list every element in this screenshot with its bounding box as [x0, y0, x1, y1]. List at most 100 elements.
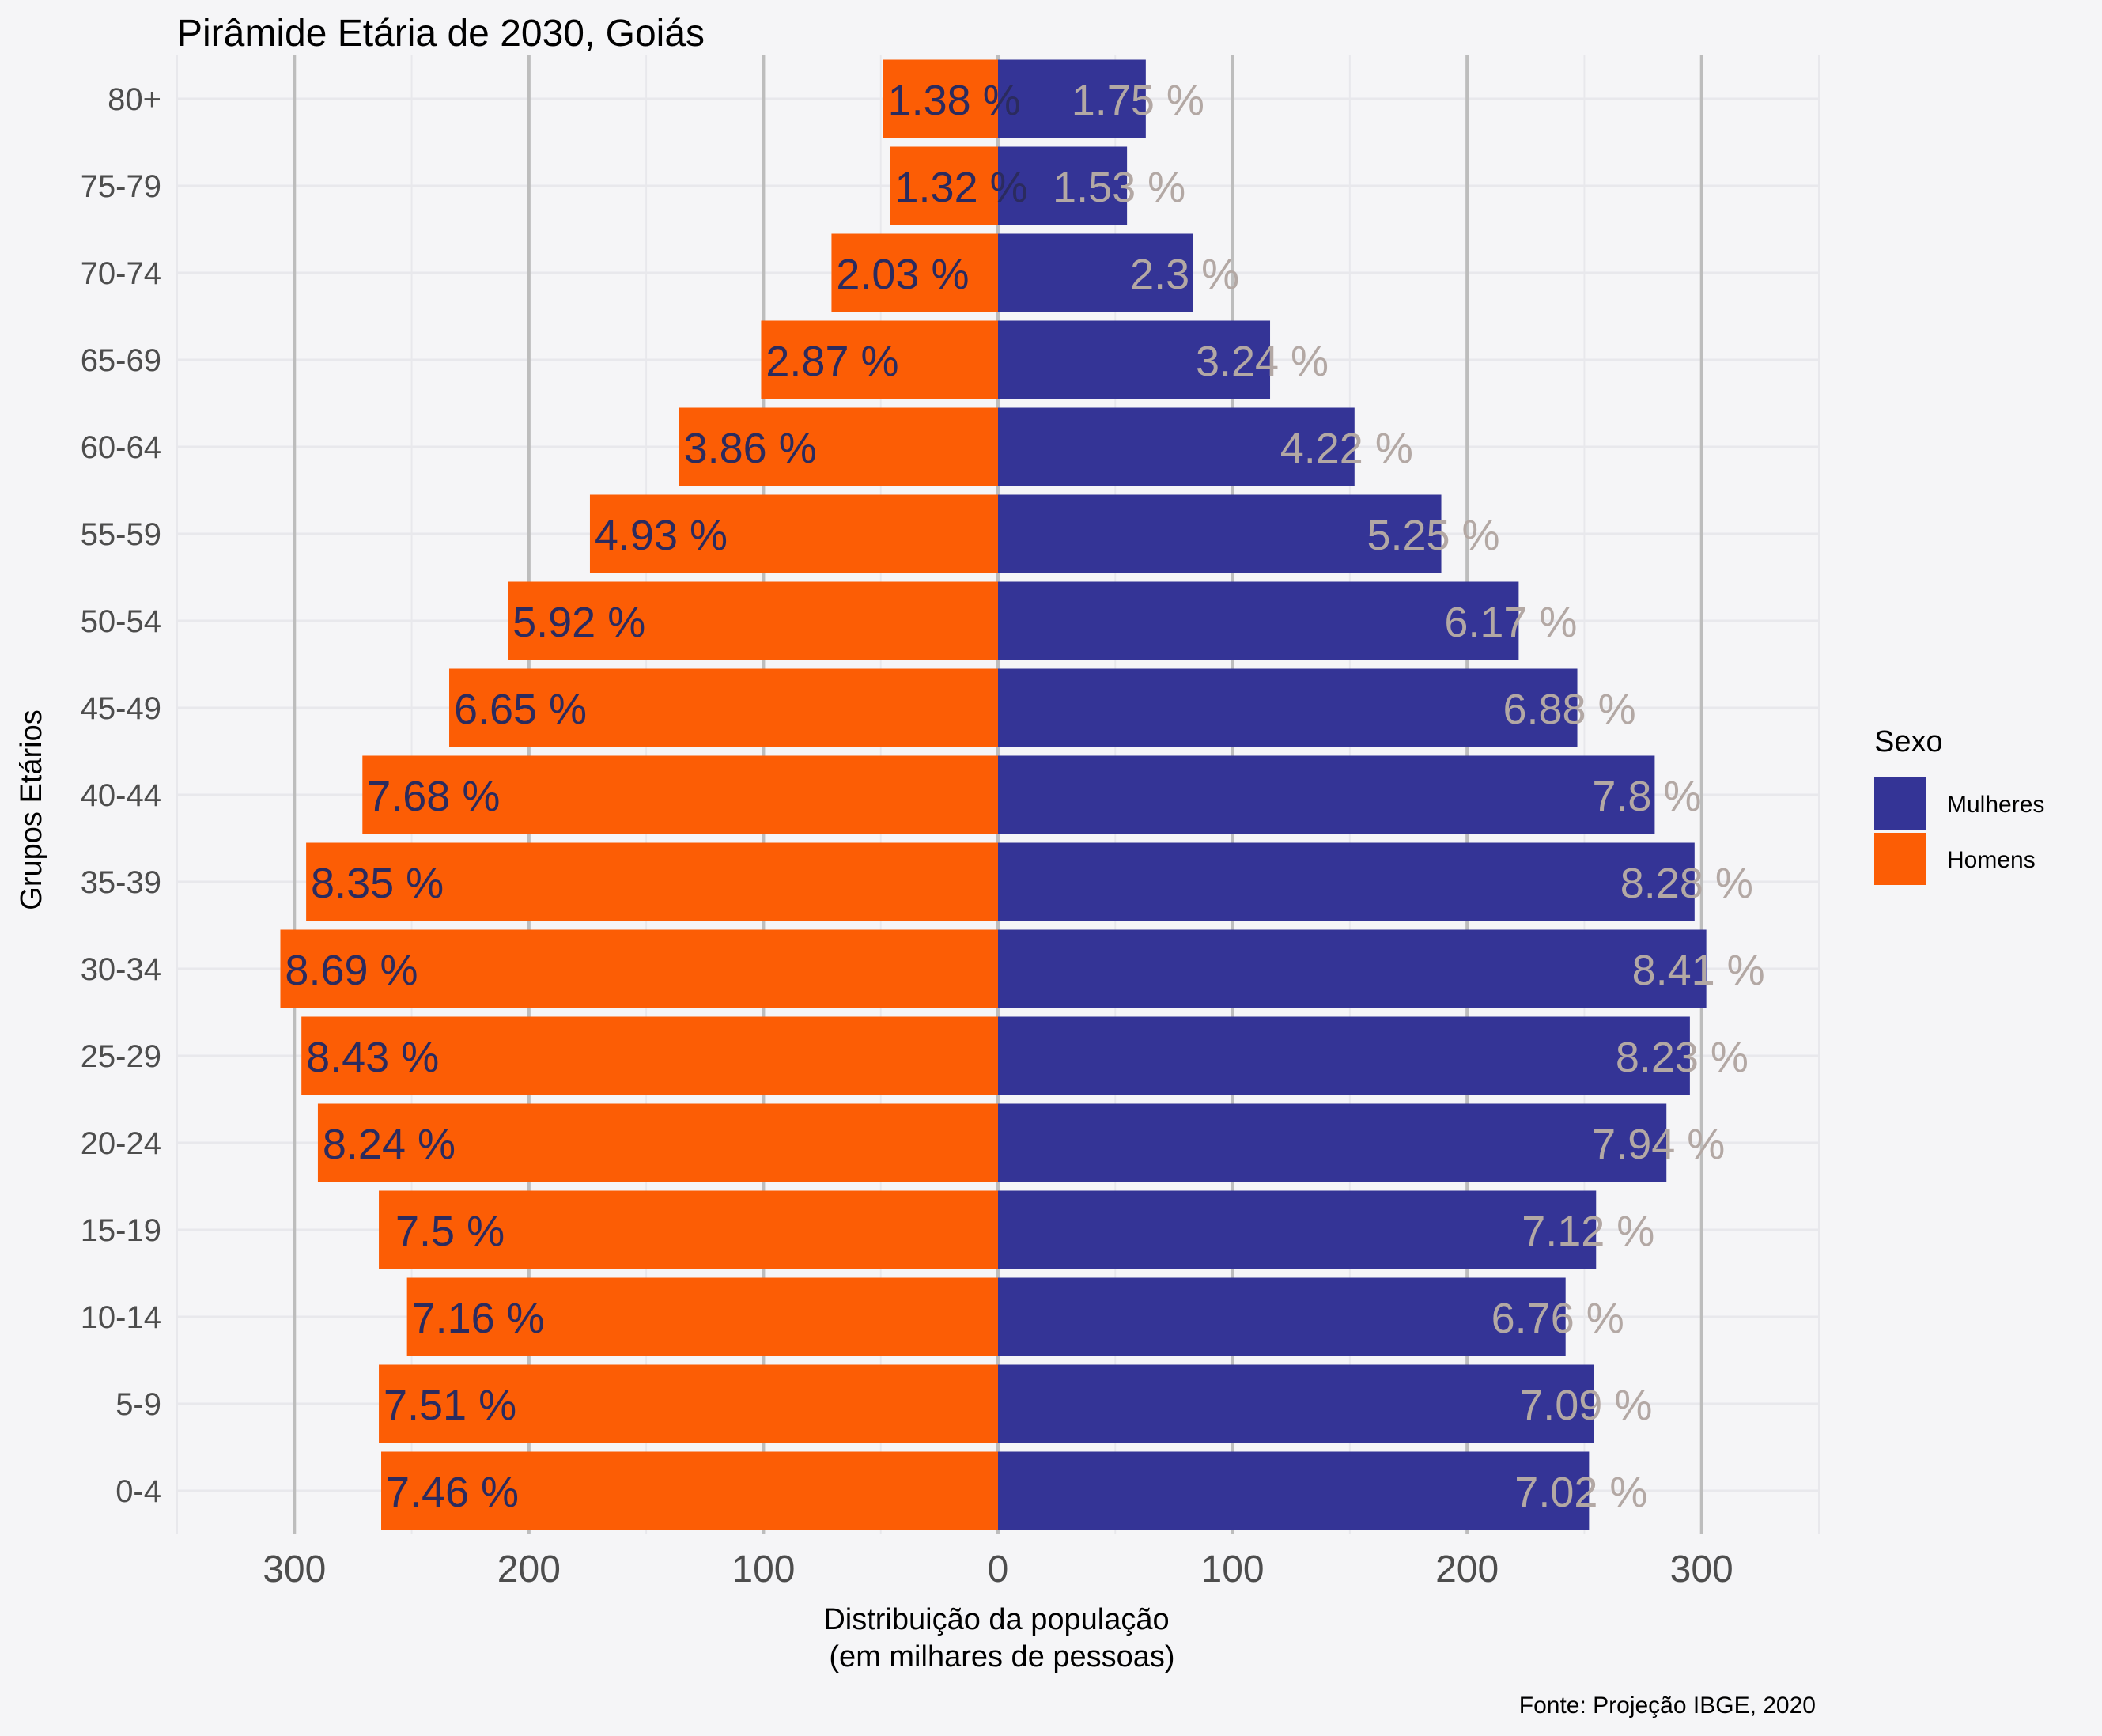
- bar-homens-75-79: [890, 146, 998, 225]
- y-tick-label: 35-39: [81, 865, 161, 900]
- y-tick-label: 50-54: [81, 604, 161, 639]
- bar-mulheres-75-79: [998, 146, 1128, 225]
- bar-homens-30-34: [280, 929, 998, 1008]
- bar-homens-25-29: [301, 1016, 998, 1095]
- legend-swatch-mulheres: [1874, 777, 1926, 830]
- y-tick-label: 30-34: [81, 952, 161, 987]
- x-tick-label: 100: [1201, 1549, 1265, 1590]
- y-tick-labels: 0-4 5-9 10-14 15-19 20-24 25-29 30-34 35-39 40-4…: [81, 82, 161, 1509]
- bar-mulheres-0-4: [998, 1451, 1590, 1530]
- bar-homens-10-14: [406, 1277, 998, 1356]
- data-label-mulheres-25-29: 8.23 %: [1616, 1034, 1749, 1081]
- data-label-homens-10-14: 7.16 %: [412, 1295, 545, 1342]
- bar-mulheres-70-74: [998, 233, 1193, 312]
- data-label-homens-0-4: 7.46 %: [386, 1469, 519, 1516]
- data-label-homens-30-34: 8.69 %: [285, 947, 418, 994]
- bar-homens-45-49: [449, 668, 998, 747]
- data-label-mulheres-40-44: 7.8 %: [1592, 773, 1701, 820]
- y-tick-label: 75-79: [81, 169, 161, 204]
- bar-mulheres-25-29: [998, 1016, 1690, 1095]
- data-label-homens-35-39: 8.35 %: [311, 860, 444, 907]
- data-label-mulheres-55-59: 5.25 %: [1367, 512, 1499, 559]
- bar-homens-40-44: [362, 755, 998, 834]
- bar-mulheres-20-24: [998, 1103, 1667, 1182]
- data-label-homens-40-44: 7.68 %: [367, 773, 500, 820]
- x-tick-labels: 300 200 100 0 100 200 300: [263, 1549, 1733, 1590]
- bar-homens-55-59: [589, 494, 998, 573]
- y-tick-label: 5-9: [115, 1387, 161, 1422]
- y-tick-label: 0-4: [115, 1474, 161, 1509]
- y-tick-label: 20-24: [81, 1126, 161, 1161]
- legend-title: Sexo: [1874, 725, 1943, 758]
- data-label-mulheres-10-14: 6.76 %: [1491, 1295, 1624, 1342]
- y-tick-label: 25-29: [81, 1039, 161, 1074]
- bar-homens-60-64: [679, 407, 998, 486]
- bar-mulheres-5-9: [998, 1364, 1594, 1443]
- legend-swatch-homens: [1874, 833, 1926, 885]
- bar-mulheres-80+: [998, 59, 1146, 138]
- bar-mulheres-30-34: [998, 929, 1707, 1008]
- y-tick-label: 55-59: [81, 517, 161, 552]
- data-label-homens-20-24: 8.24 %: [323, 1121, 456, 1168]
- data-label-homens-60-64: 3.86 %: [684, 425, 817, 472]
- bar-mulheres-45-49: [998, 668, 1578, 747]
- data-label-homens-65-69: 2.87 %: [766, 338, 898, 385]
- data-label-mulheres-70-74: 2.3 %: [1130, 251, 1239, 298]
- data-label-homens-55-59: 4.93 %: [595, 512, 728, 559]
- data-label-homens-25-29: 8.43 %: [306, 1034, 439, 1081]
- data-label-homens-50-54: 5.92 %: [512, 599, 645, 646]
- x-tick-label: 300: [1670, 1549, 1733, 1590]
- legend: Sexo Mulheres Homens: [1874, 725, 2044, 885]
- bar-homens-80+: [883, 59, 998, 138]
- bar-homens-50-54: [508, 581, 998, 660]
- x-tick-label: 0: [988, 1549, 1009, 1590]
- data-label-homens-15-19: 7.5 %: [395, 1208, 505, 1255]
- x-tick-label: 100: [732, 1549, 795, 1590]
- y-tick-label: 45-49: [81, 691, 161, 726]
- data-label-homens-75-79: 1.32 %: [895, 164, 1028, 211]
- y-tick-label: 10-14: [81, 1300, 161, 1335]
- x-axis-title: Distribuição da população (em milhares d…: [823, 1603, 1174, 1674]
- bar-homens-0-4: [381, 1451, 998, 1530]
- bar-mulheres-60-64: [998, 407, 1355, 486]
- bar-homens-70-74: [831, 233, 998, 312]
- source-caption: Fonte: Projeção IBGE, 2020: [1519, 1693, 1816, 1719]
- data-label-mulheres-5-9: 7.09 %: [1519, 1382, 1652, 1429]
- bar-mulheres-55-59: [998, 494, 1442, 573]
- x-axis-title-line-2: (em milhares de pessoas): [829, 1640, 1174, 1674]
- bar-homens-20-24: [317, 1103, 998, 1182]
- bar-homens-15-19: [379, 1190, 999, 1269]
- bar-labels: 7.46 % 7.02 % 7.51 % 7.09 % 7.16 % 6.76 % 7.5 …: [285, 77, 1764, 1516]
- data-label-mulheres-60-64: 4.22 %: [1280, 425, 1413, 472]
- data-label-homens-5-9: 7.51 %: [384, 1382, 516, 1429]
- y-tick-label: 40-44: [81, 778, 161, 813]
- x-tick-label: 200: [1435, 1549, 1499, 1590]
- data-label-homens-80+: 1.38 %: [888, 77, 1021, 124]
- data-label-mulheres-80+: 1.75 %: [1072, 77, 1204, 124]
- y-tick-label: 60-64: [81, 430, 161, 465]
- data-label-homens-45-49: 6.65 %: [454, 686, 587, 733]
- data-label-mulheres-0-4: 7.02 %: [1514, 1469, 1647, 1516]
- y-tick-label: 70-74: [81, 256, 161, 291]
- y-tick-label: 65-69: [81, 343, 161, 378]
- bar-mulheres-15-19: [998, 1190, 1597, 1269]
- data-label-mulheres-50-54: 6.17 %: [1444, 599, 1577, 646]
- legend-label-mulheres: Mulheres: [1947, 792, 2044, 818]
- y-tick-label: 15-19: [81, 1213, 161, 1248]
- data-label-mulheres-20-24: 7.94 %: [1592, 1121, 1725, 1168]
- data-label-mulheres-15-19: 7.12 %: [1522, 1208, 1654, 1255]
- bar-mulheres-10-14: [998, 1277, 1566, 1356]
- x-tick-label: 200: [497, 1549, 561, 1590]
- data-label-mulheres-35-39: 8.28 %: [1620, 860, 1753, 907]
- y-tick-label: 80+: [108, 82, 161, 117]
- data-label-mulheres-75-79: 1.53 %: [1053, 164, 1185, 211]
- bar-homens-35-39: [306, 842, 999, 921]
- bar-mulheres-35-39: [998, 842, 1695, 921]
- data-label-mulheres-65-69: 3.24 %: [1196, 338, 1329, 385]
- bar-homens-5-9: [379, 1364, 999, 1443]
- chart-title: Pirâmide Etária de 2030, Goiás: [177, 13, 705, 55]
- legend-label-homens: Homens: [1947, 847, 2036, 873]
- data-label-homens-70-74: 2.03 %: [836, 251, 969, 298]
- bar-mulheres-40-44: [998, 755, 1655, 834]
- bars: [280, 59, 1707, 1530]
